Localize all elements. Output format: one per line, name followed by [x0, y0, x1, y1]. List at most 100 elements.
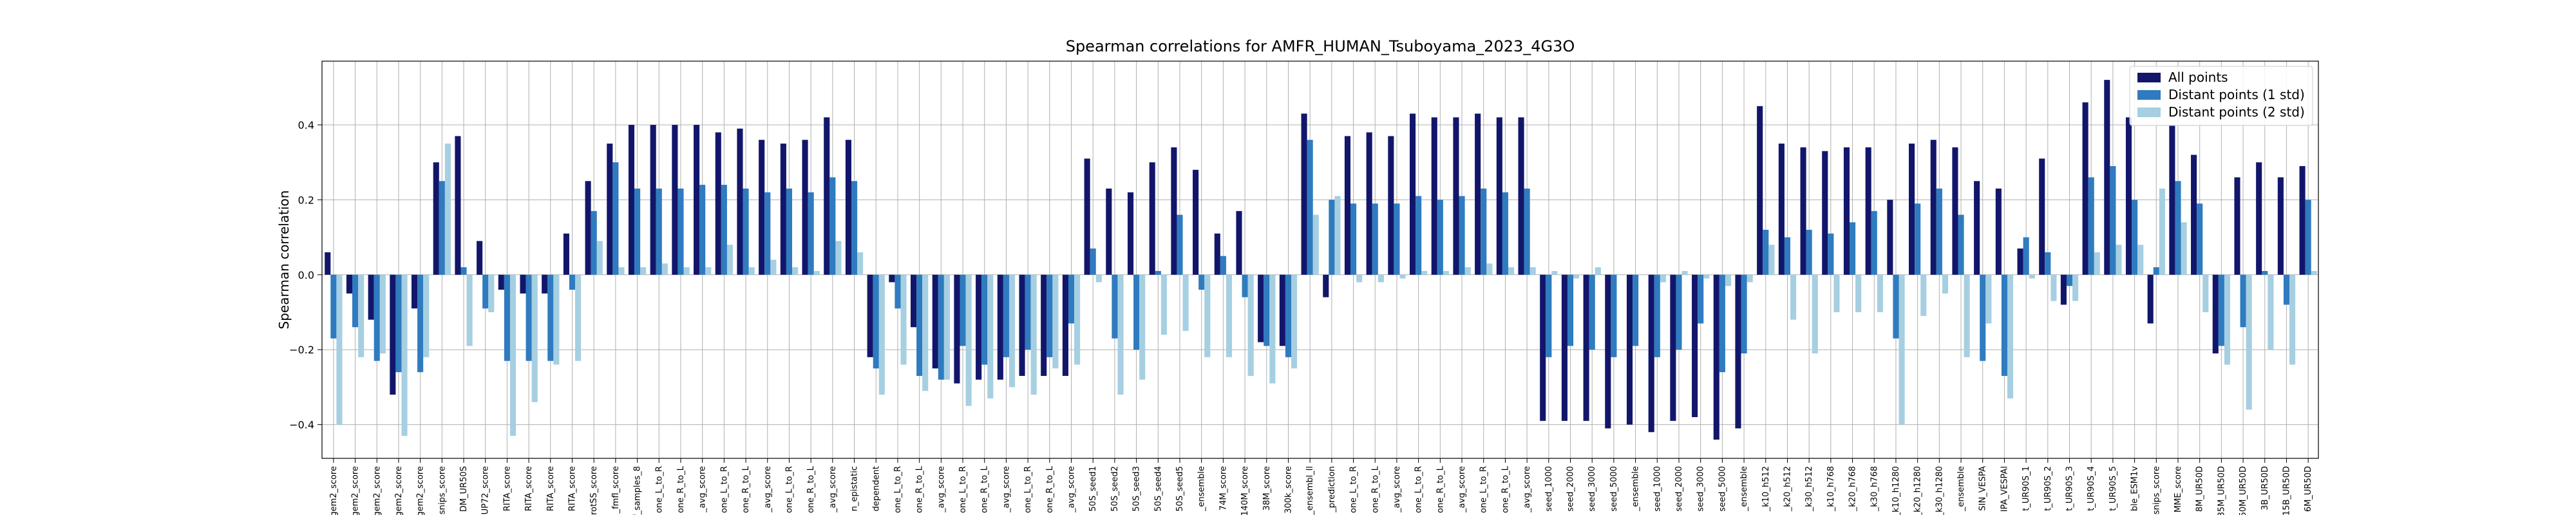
- bar: [346, 274, 353, 294]
- x-tick-label: gem2_score: [372, 466, 382, 515]
- bar: [1952, 147, 1958, 275]
- chart-title: Spearman correlations for AMFR_HUMAN_Tsu…: [1066, 37, 1575, 55]
- bar: [1074, 274, 1081, 365]
- bar: [1763, 229, 1769, 275]
- bar: [1041, 274, 1047, 376]
- x-tick-label: seed_1000: [1653, 466, 1662, 512]
- bar: [1356, 274, 1363, 283]
- bar: [1226, 274, 1233, 357]
- bar: [1344, 136, 1351, 275]
- bar: [455, 136, 461, 275]
- bar: [2159, 188, 2165, 275]
- bar: [1160, 274, 1167, 335]
- bar: [1843, 147, 1850, 275]
- x-tick-label: 74M_score: [1218, 466, 1228, 510]
- bar: [786, 188, 793, 275]
- bar: [1171, 147, 1177, 275]
- bar: [2240, 274, 2246, 328]
- bar: [1443, 270, 1449, 275]
- x-tick-label: one_L_to_R: [1479, 466, 1489, 513]
- bar: [1388, 136, 1394, 275]
- bar: [954, 274, 960, 384]
- bar: [417, 274, 424, 373]
- bar: [699, 185, 706, 275]
- bar: [873, 274, 879, 369]
- bar: [618, 267, 625, 275]
- x-tick-label: t_UR90S_2: [2043, 466, 2053, 511]
- bar: [325, 252, 331, 275]
- bar: [1719, 274, 1725, 373]
- bar: [1800, 147, 1806, 275]
- bar: [1942, 274, 1948, 294]
- bar: [1127, 192, 1134, 275]
- bar: [813, 270, 820, 275]
- x-tick-label: _k20_h1280: [1913, 466, 1923, 515]
- bar: [1334, 196, 1341, 275]
- bar: [1676, 274, 1682, 350]
- bar: [2088, 177, 2094, 275]
- bar: [889, 274, 895, 283]
- x-tick-label: gem2_score: [329, 466, 339, 515]
- x-tick-label: seed_2000: [1674, 466, 1684, 512]
- bar: [1964, 274, 1970, 357]
- bar: [1378, 274, 1384, 283]
- bar: [352, 274, 359, 328]
- bar: [1285, 274, 1292, 357]
- bar: [650, 124, 656, 275]
- bar: [987, 274, 994, 398]
- bar: [1670, 274, 1676, 421]
- bar: [1095, 274, 1102, 283]
- bar: [1431, 117, 1437, 275]
- x-tick-label: gem2_score: [416, 466, 426, 515]
- x-tick-label: 15B_UR50D: [2282, 466, 2291, 515]
- bar: [628, 124, 635, 275]
- legend-swatch: [2137, 73, 2161, 82]
- x-tick-label: _k10_h768: [1826, 466, 1836, 512]
- x-tick-label: 50S_seed3: [1132, 466, 1142, 512]
- bar: [1638, 274, 1645, 276]
- x-tick-label: UP72_score: [481, 466, 491, 514]
- bar: [1747, 274, 1753, 283]
- bar: [1242, 274, 1248, 297]
- bar: [1887, 200, 1893, 275]
- bar: [504, 274, 510, 361]
- bar: [401, 274, 408, 436]
- bar: [553, 274, 560, 365]
- x-tick-label: DM_UR50S: [459, 466, 469, 512]
- bar: [1920, 274, 1927, 316]
- bar: [520, 274, 526, 294]
- bar: [672, 124, 678, 275]
- y-axis: −0.4 −0.2 0.0 0.2 0.4: [289, 119, 322, 431]
- x-tick-label: _avg_score: [1457, 466, 1467, 513]
- x-tick-label: seed_5000: [1609, 466, 1619, 512]
- x-tick-label: IPA_VESPAl: [2000, 466, 2009, 512]
- x-tick-label: _avg_score: [1522, 466, 1532, 513]
- x-tick-label: RITA_score: [502, 466, 512, 511]
- bar: [2132, 200, 2138, 275]
- bar: [780, 144, 786, 275]
- bar: [1133, 274, 1140, 350]
- bar: [1112, 274, 1118, 339]
- bar: [1877, 274, 1883, 312]
- bar: [2072, 274, 2079, 301]
- bar: [1204, 274, 1211, 357]
- x-axis: gem2_score gem2_score gem2_score gem2_score…: [329, 458, 2313, 515]
- x-tick-label: f_samples_8: [633, 466, 643, 515]
- bar: [1915, 203, 1921, 275]
- bar: [1502, 192, 1508, 275]
- bar: [1236, 211, 1242, 275]
- x-tick-label: one_R_to_L: [980, 465, 990, 513]
- x-tick-label: n_epistatic: [850, 466, 860, 511]
- bar: [867, 274, 873, 357]
- bar: [1980, 274, 1986, 361]
- x-tick-label: RITA_score: [524, 466, 534, 511]
- bar: [895, 274, 901, 309]
- bar: [1790, 274, 1797, 320]
- bar: [1062, 274, 1068, 376]
- x-tick-label: 6M_UR50D: [2304, 466, 2313, 512]
- bar: [2289, 274, 2296, 365]
- bar: [1464, 267, 1471, 275]
- bar: [1551, 270, 1558, 275]
- bar: [1052, 274, 1059, 369]
- legend-swatch: [2137, 108, 2161, 117]
